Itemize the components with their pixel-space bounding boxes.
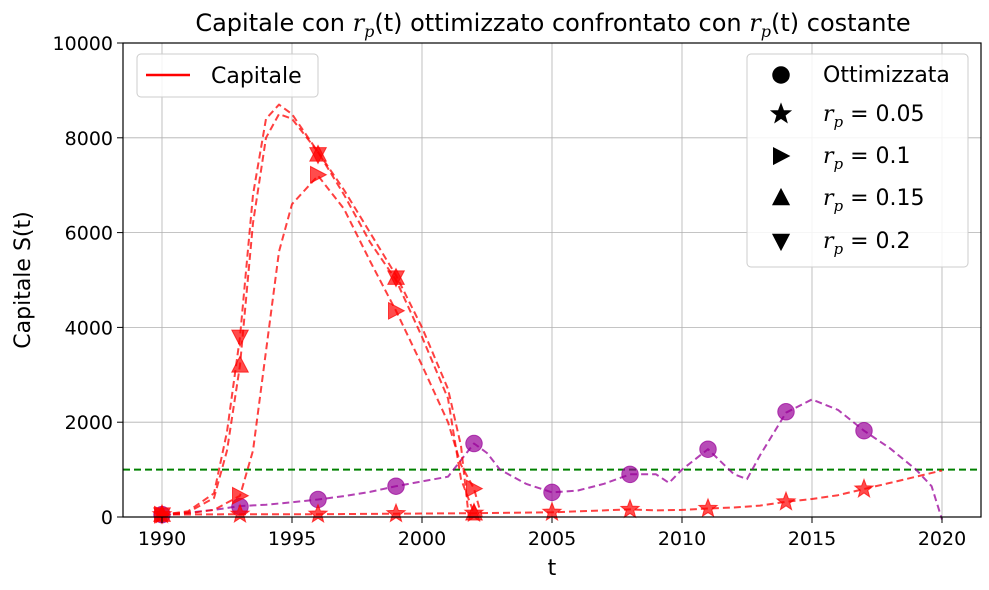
series-marker-star [853,477,875,498]
series-marker-triangle-right [232,486,250,505]
series-marker-circle [777,403,795,421]
series-marker-star [541,501,563,522]
series-marker-star [619,498,641,519]
ticks: 1990 1995 2000 2005 2010 2015 2020 0 2000 4000 600… [53,33,967,550]
series-marker-triangle-up [464,503,484,521]
series-line [161,398,943,520]
legend-left-frame [136,53,319,98]
y-tick-label: 8000 [65,128,113,150]
y-tick-label: 4000 [65,317,113,339]
x-tick-label: 1995 [268,528,316,550]
series-marker-triangle-down [152,507,172,525]
series-marker-star [229,503,251,524]
x-tick-label: 2005 [528,528,576,550]
y-tick-label: 6000 [65,223,113,245]
legend-entry-rp02-label: rp = 0.2 [823,229,911,258]
legend-left: Capitale [136,53,319,98]
series-marker-star [697,497,719,518]
series-4 [152,103,470,525]
y-tick-label: 0 [101,507,113,529]
series-marker-circle [621,465,639,484]
series-line [161,103,470,518]
series-marker-triangle-right [388,301,406,320]
x-tick-label: 2000 [398,528,446,550]
x-tick-label: 2010 [658,528,706,550]
series-marker-triangle-right [466,479,484,498]
legend-right-markers [769,66,793,252]
series-marker-circle [855,421,873,440]
y-axis-label: Capitale S(t) [11,211,36,348]
legend-entry-ottimizzata-label: Ottimizzata [823,63,950,88]
series-marker-circle [699,440,717,458]
y-tick-label: 10000 [53,33,113,55]
series-marker-triangle-down [230,329,250,347]
series-marker-triangle-right [310,165,328,184]
series-marker-triangle-down [386,270,406,288]
series-marker-circle [543,483,561,502]
y-tick-label: 2000 [65,412,113,434]
x-tick-label: 2020 [918,528,966,550]
series-marker-star [775,490,797,511]
legend-marker-triangle-up [771,187,791,206]
series-marker-circle [387,477,405,495]
legend-marker-circle [772,66,790,84]
legend-right-frame [746,53,969,268]
legend-marker-triangle-down [771,233,791,252]
legend-marker-triangle-right [773,146,791,166]
legend-marker-star [769,102,793,124]
x-tick-label: 2015 [788,528,836,550]
series-marker-triangle-down [308,147,328,165]
series-marker-star [307,503,329,524]
legend-entry-rp005-label: rp = 0.05 [823,102,925,131]
series-marker-circle [465,434,483,453]
x-axis-label: t [548,556,557,581]
chart-title: Capitale con rp(t) ottimizzato confronta… [195,9,910,41]
legend-left-label: Capitale [211,64,302,89]
x-tick-label: 1990 [138,528,186,550]
legend-entry-rp015-label: rp = 0.15 [823,186,925,215]
series-layer [151,103,943,525]
series-line [161,174,483,518]
series-line [161,113,475,516]
legend-entry-rp01-label: rp = 0.1 [823,144,911,173]
series-marker-star [385,502,407,523]
legend-right: Ottimizzata rp = 0.05 rp = 0.1 rp = 0.15… [746,53,969,268]
